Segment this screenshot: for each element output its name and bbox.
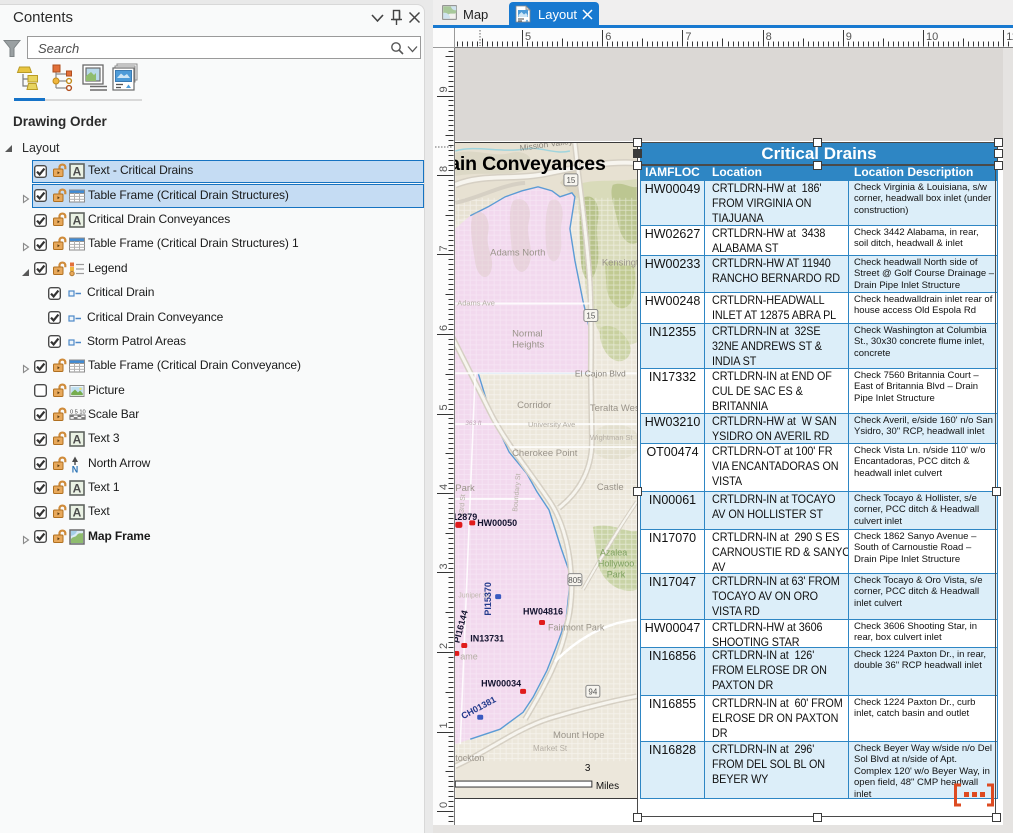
svg-text:Mount Hope: Mount Hope — [553, 730, 605, 741]
svg-text:A: A — [73, 214, 82, 228]
svg-text:Normal: Normal — [512, 328, 543, 339]
svg-text:1: 1 — [438, 722, 450, 728]
svg-text:Corridor: Corridor — [517, 400, 551, 411]
svg-text:Castle: Castle — [597, 482, 624, 493]
svg-text:2: 2 — [438, 643, 450, 649]
svg-text:6: 6 — [438, 325, 450, 331]
svg-text:Kensingt: Kensingt — [602, 258, 637, 269]
svg-text:15: 15 — [566, 176, 575, 185]
svg-text:HW00050: HW00050 — [477, 518, 517, 528]
svg-text:43rd St: 43rd St — [458, 494, 467, 517]
svg-text:Azalea: Azalea — [600, 548, 627, 558]
svg-text:Boundary St: Boundary St — [512, 473, 522, 512]
svg-text:El Cajon Blvd: El Cajon Blvd — [575, 368, 626, 378]
svg-text:A: A — [73, 506, 82, 520]
svg-text:4: 4 — [438, 484, 450, 490]
svg-text:3: 3 — [585, 763, 591, 774]
svg-text:Adams North: Adams North — [490, 248, 545, 259]
svg-text:Hollywoo: Hollywoo — [598, 559, 634, 569]
svg-text:A: A — [73, 165, 82, 179]
svg-text:Adams Ave: Adams Ave — [457, 299, 495, 308]
svg-text:Fairmont Park: Fairmont Park — [548, 623, 605, 633]
svg-text:Juniper St: Juniper St — [458, 593, 489, 600]
svg-text:Wightman St: Wightman St — [590, 433, 634, 442]
svg-text:A: A — [73, 433, 82, 447]
svg-text:Cherokee Point: Cherokee Point — [512, 448, 578, 459]
svg-text:0: 0 — [438, 802, 450, 808]
svg-text:7: 7 — [438, 245, 450, 251]
svg-text:8: 8 — [438, 166, 450, 172]
svg-text:Miles: Miles — [596, 781, 619, 792]
svg-text:9: 9 — [438, 86, 450, 92]
svg-text:94: 94 — [588, 688, 597, 697]
svg-text:15: 15 — [586, 312, 595, 321]
svg-text:Market St: Market St — [533, 744, 568, 753]
svg-text:Heights: Heights — [512, 339, 544, 350]
svg-text:HW00034: HW00034 — [481, 678, 521, 688]
svg-text:Park: Park — [455, 483, 475, 494]
svg-text:University Ave: University Ave — [528, 420, 575, 429]
svg-text:N: N — [72, 464, 79, 473]
svg-text:7: 7 — [685, 31, 691, 43]
svg-text:11: 11 — [1006, 31, 1013, 43]
svg-text:Park: Park — [607, 570, 626, 580]
svg-text:5: 5 — [525, 31, 531, 43]
svg-text:PI15370: PI15370 — [483, 582, 493, 615]
svg-text:ame: ame — [460, 651, 477, 661]
svg-text:5: 5 — [438, 404, 450, 410]
svg-text:12879: 12879 — [455, 512, 477, 522]
svg-text:805: 805 — [568, 576, 582, 585]
svg-text:363 ft: 363 ft — [465, 420, 482, 427]
svg-text:8: 8 — [766, 31, 772, 43]
svg-text:9: 9 — [846, 31, 852, 43]
svg-text:Teralta Wes: Teralta Wes — [590, 403, 637, 414]
svg-text:3: 3 — [438, 563, 450, 569]
svg-text:Mission Valley: Mission Valley — [519, 142, 574, 153]
svg-text:HW04816: HW04816 — [523, 607, 563, 617]
svg-text:6: 6 — [605, 31, 611, 43]
svg-text:tockton: tockton — [455, 753, 484, 763]
svg-text:IN13731: IN13731 — [470, 633, 504, 643]
svg-text:A: A — [73, 481, 82, 495]
svg-text:0 5 10: 0 5 10 — [70, 409, 86, 415]
svg-text:10: 10 — [926, 31, 938, 43]
